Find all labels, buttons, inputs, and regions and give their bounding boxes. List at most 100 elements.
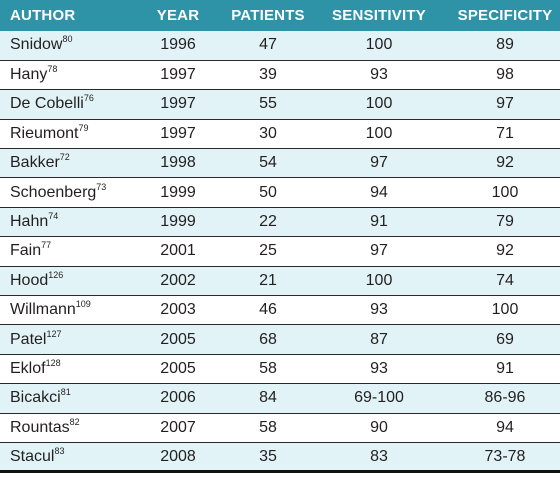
specificity-cell: 98: [440, 60, 560, 91]
sensitivity-cell: 83: [318, 442, 440, 474]
author-cell: Bicakci81: [0, 383, 138, 414]
table-row: Willmann109 2003 46 93 100: [0, 295, 560, 326]
table-row: Fain77 2001 25 97 92: [0, 236, 560, 267]
author-cell: Rountas82: [0, 413, 138, 443]
sensitivity-cell: 93: [318, 354, 440, 385]
year-cell: 2005: [138, 354, 218, 385]
author-name: Hany: [10, 66, 48, 84]
sensitivity-cell: 93: [318, 295, 440, 326]
reference-number: 83: [54, 445, 65, 456]
specificity-cell: 69: [440, 324, 560, 355]
reference-number: 78: [47, 64, 58, 75]
year-cell: 1999: [138, 177, 218, 208]
sensitivity-cell: 93: [318, 60, 440, 91]
author-name: Rountas: [10, 418, 70, 436]
table-row: Hood126 2002 21 100 74: [0, 266, 560, 297]
author-name: Hood: [10, 271, 49, 289]
table-row: Hany78 1997 39 93 98: [0, 60, 560, 91]
author-cell: Hahn74: [0, 207, 138, 238]
specificity-cell: 100: [440, 177, 560, 208]
patients-cell: 47: [218, 31, 318, 61]
reference-number: 79: [78, 122, 89, 133]
author-name: Bicakci: [10, 389, 61, 407]
author-name: De Cobelli: [10, 95, 84, 113]
sensitivity-cell: 94: [318, 177, 440, 208]
specificity-cell: 74: [440, 266, 560, 297]
sensitivity-cell: 100: [318, 31, 440, 61]
sensitivity-cell: 90: [318, 413, 440, 443]
table-row: Snidow80 1996 47 100 89: [0, 31, 560, 61]
author-name: Patel: [10, 330, 47, 348]
header-row: AUTHOR YEAR PATIENTS SENSITIVITY SPECIFI…: [0, 0, 560, 31]
header-patients: PATIENTS: [218, 0, 318, 31]
patients-cell: 50: [218, 177, 318, 208]
reference-number: 74: [48, 211, 59, 222]
patients-cell: 84: [218, 383, 318, 414]
sensitivity-cell: 100: [318, 266, 440, 297]
sensitivity-cell: 87: [318, 324, 440, 355]
patients-cell: 30: [218, 119, 318, 150]
reference-number: 80: [62, 34, 73, 45]
table-row: Rountas82 2007 58 90 94: [0, 413, 560, 443]
table-row: Bakker72 1998 54 97 92: [0, 148, 560, 179]
specificity-cell: 92: [440, 236, 560, 267]
author-name: Bakker: [10, 154, 60, 172]
patients-cell: 68: [218, 324, 318, 355]
author-name: Schoenberg: [10, 183, 97, 201]
author-cell: De Cobelli76: [0, 89, 138, 120]
table-row: Rieumont79 1997 30 100 71: [0, 119, 560, 150]
reference-number: 128: [45, 357, 61, 368]
author-cell: Stacul83: [0, 442, 138, 474]
table-row: Stacul83 2008 35 83 73-78: [0, 442, 560, 474]
author-name: Hahn: [10, 213, 49, 231]
author-cell: Eklof128: [0, 354, 138, 385]
author-cell: Schoenberg73: [0, 177, 138, 208]
table-row: Patel127 2005 68 87 69: [0, 324, 560, 355]
year-cell: 2001: [138, 236, 218, 267]
author-cell: Hany78: [0, 60, 138, 91]
sensitivity-cell: 69-100: [318, 383, 440, 414]
table-row: De Cobelli76 1997 55 100 97: [0, 89, 560, 120]
year-cell: 2002: [138, 266, 218, 297]
author-cell: Patel127: [0, 324, 138, 355]
specificity-cell: 79: [440, 207, 560, 238]
year-cell: 2008: [138, 442, 218, 474]
specificity-cell: 94: [440, 413, 560, 443]
specificity-cell: 92: [440, 148, 560, 179]
sensitivity-cell: 97: [318, 148, 440, 179]
patients-cell: 39: [218, 60, 318, 91]
reference-number: 77: [41, 240, 52, 251]
reference-number: 73: [96, 181, 107, 192]
patients-cell: 58: [218, 354, 318, 385]
patients-cell: 58: [218, 413, 318, 443]
reference-number: 127: [46, 328, 62, 339]
table-row: Eklof128 2005 58 93 91: [0, 354, 560, 385]
reference-number: 76: [83, 93, 94, 104]
specificity-cell: 89: [440, 31, 560, 61]
patients-cell: 25: [218, 236, 318, 267]
specificity-cell: 100: [440, 295, 560, 326]
author-cell: Bakker72: [0, 148, 138, 179]
sensitivity-cell: 100: [318, 89, 440, 120]
specificity-cell: 86-96: [440, 383, 560, 414]
header-sensitivity: SENSITIVITY: [318, 0, 440, 31]
author-cell: Rieumont79: [0, 119, 138, 150]
patients-cell: 55: [218, 89, 318, 120]
patients-cell: 54: [218, 148, 318, 179]
year-cell: 1998: [138, 148, 218, 179]
sensitivity-cell: 91: [318, 207, 440, 238]
year-cell: 2003: [138, 295, 218, 326]
studies-table: AUTHOR YEAR PATIENTS SENSITIVITY SPECIFI…: [0, 0, 560, 474]
patients-cell: 46: [218, 295, 318, 326]
patients-cell: 22: [218, 207, 318, 238]
specificity-cell: 91: [440, 354, 560, 385]
year-cell: 1996: [138, 31, 218, 61]
year-cell: 2005: [138, 324, 218, 355]
specificity-cell: 97: [440, 89, 560, 120]
table-body: Snidow80 1996 47 100 89 Hany78 1997 39 93 98 De Co…: [0, 31, 560, 474]
year-cell: 2006: [138, 383, 218, 414]
reference-number: 72: [59, 152, 70, 163]
author-cell: Willmann109: [0, 295, 138, 326]
author-cell: Fain77: [0, 236, 138, 267]
table-row: Bicakci81 2006 84 69-100 86-96: [0, 383, 560, 414]
